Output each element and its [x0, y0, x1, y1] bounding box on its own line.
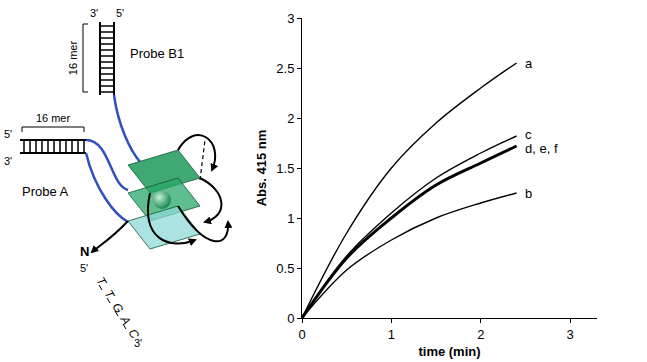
svg-text:c: c [525, 127, 532, 142]
svg-text:2: 2 [287, 111, 294, 126]
svg-text:G: G [109, 301, 126, 316]
svg-text:C: C [125, 326, 142, 341]
svg-text:time (min): time (min) [418, 344, 480, 359]
svg-text:2: 2 [477, 327, 484, 342]
svg-text:d, e, f: d, e, f [525, 141, 558, 156]
svg-text:3': 3' [134, 337, 142, 349]
svg-text:A: A [117, 313, 134, 328]
svg-text:0: 0 [298, 327, 305, 342]
svg-text:T: T [93, 275, 110, 290]
svg-text:Probe A: Probe A [22, 184, 69, 199]
svg-text:b: b [525, 186, 532, 201]
svg-text:Abs. 415 nm: Abs. 415 nm [254, 130, 269, 207]
svg-text:5': 5' [4, 128, 12, 140]
svg-text:3: 3 [567, 327, 574, 342]
svg-text:1: 1 [287, 211, 294, 226]
svg-text:0: 0 [287, 311, 294, 326]
svg-text:1.5: 1.5 [276, 161, 294, 176]
svg-text:2.5: 2.5 [276, 61, 294, 76]
svg-text:0.5: 0.5 [276, 261, 294, 276]
svg-text:T: T [101, 288, 118, 303]
svg-text:Probe B1: Probe B1 [130, 46, 184, 61]
svg-text:3': 3' [90, 7, 98, 19]
svg-text:a: a [525, 56, 533, 71]
svg-text:1: 1 [388, 327, 395, 342]
svg-text:N: N [80, 244, 89, 259]
svg-text:3': 3' [4, 155, 12, 167]
svg-text:5': 5' [80, 262, 88, 274]
svg-text:5': 5' [116, 7, 124, 19]
svg-text:16 mer: 16 mer [67, 41, 79, 76]
svg-text:16 mer: 16 mer [36, 112, 71, 124]
svg-text:3: 3 [287, 11, 294, 26]
